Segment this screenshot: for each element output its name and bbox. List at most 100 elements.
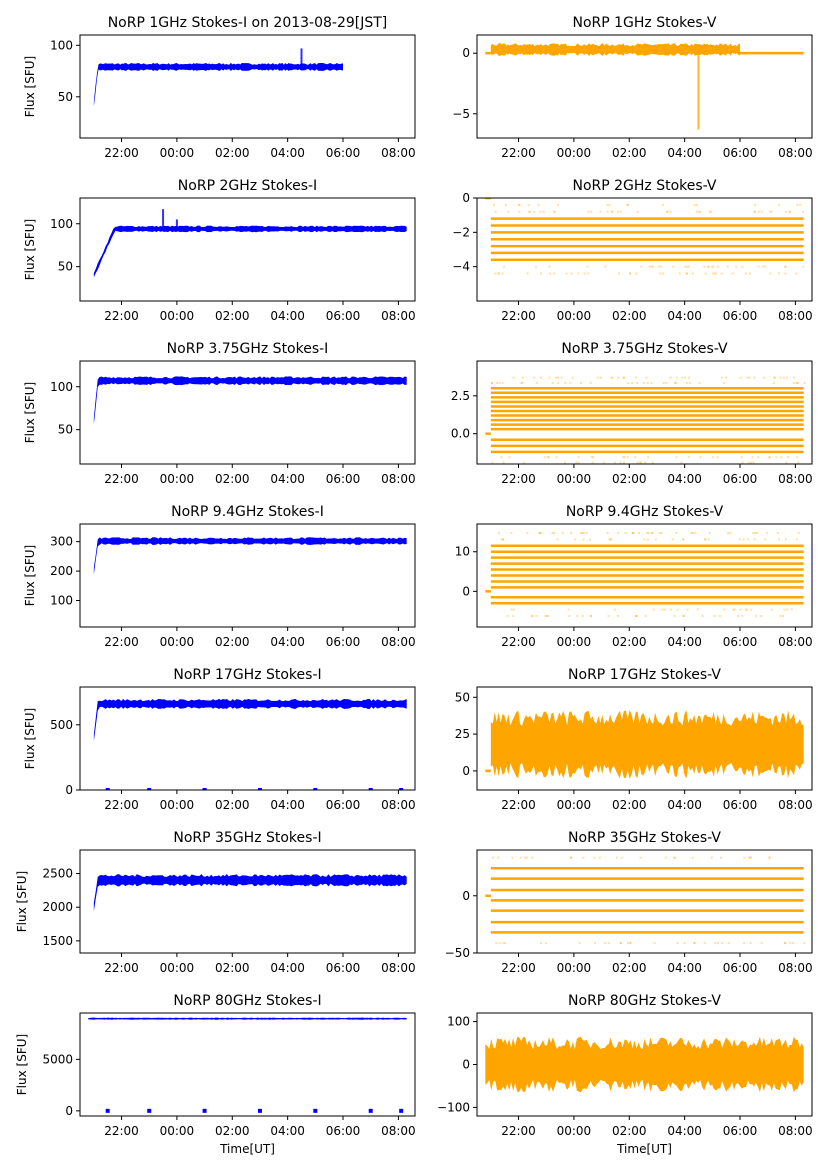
outlier-point [650, 265, 653, 268]
zero-mark [105, 1108, 110, 1113]
x-tick-label: 04:00 [667, 1124, 702, 1138]
subplot-title: NoRP 80GHz Stokes-I [173, 993, 321, 1009]
x-tick-label: 08:00 [778, 472, 813, 486]
outlier-point [729, 532, 732, 535]
y-tick-label: 0 [462, 889, 470, 903]
outlier-point [710, 265, 713, 268]
outlier-point [544, 846, 546, 848]
outlier-point [757, 210, 760, 213]
data-points [93, 48, 344, 107]
x-tick-label: 00:00 [557, 1124, 592, 1138]
outlier-point [640, 461, 643, 464]
outlier-point [696, 608, 699, 611]
y-tick-label: 1500 [42, 934, 73, 948]
y-tick-label: 0 [65, 1104, 73, 1118]
subplot-v7: NoRP 80GHz Stokes-V −100 0 100 22:00 00:00 02:… [437, 993, 813, 1156]
outlier-point [741, 461, 744, 464]
outlier-point [579, 532, 582, 535]
outlier-point [704, 538, 707, 541]
outlier-point [498, 942, 501, 945]
outlier-point [644, 614, 647, 617]
outlier-point [636, 846, 638, 848]
outlier-point [727, 942, 730, 945]
subplot-v4: NoRP 9.4GHz Stokes-V 0 10 22:00 00:00 02:00 04… [455, 504, 813, 649]
outlier-point [539, 272, 542, 275]
outlier-point [752, 532, 755, 535]
outlier-point [589, 538, 592, 541]
outlier-point [760, 210, 763, 213]
outlier-point [744, 272, 747, 275]
outlier-point [793, 376, 796, 379]
y-tick-label: 2500 [42, 867, 73, 881]
outlier-point [671, 538, 674, 541]
outlier-point [568, 614, 571, 617]
outlier-point [674, 856, 677, 859]
x-tick-label: 22:00 [501, 1124, 536, 1138]
signal-band [93, 376, 407, 425]
x-tick-label: 00:00 [557, 472, 592, 486]
outlier-point [527, 203, 530, 206]
outlier-point [651, 461, 654, 464]
outlier-point [504, 942, 507, 945]
outlier-point [769, 210, 772, 213]
outlier-point [796, 456, 799, 459]
outlier-point [555, 376, 558, 379]
outlier-point [635, 272, 638, 275]
outlier-point [501, 381, 504, 384]
outlier-point [617, 210, 620, 213]
outlier-point [703, 265, 706, 268]
signal-band [93, 874, 407, 912]
outlier-point [642, 381, 645, 384]
y-tick-label: 0 [462, 584, 470, 598]
outlier-point [551, 532, 554, 535]
outlier-point [638, 532, 641, 535]
outlier-point [502, 461, 505, 464]
outlier-point [665, 210, 668, 213]
outlier-point [675, 381, 678, 384]
outlier-point [537, 203, 540, 206]
signal-band [93, 537, 407, 575]
outlier-point [720, 376, 723, 379]
outlier-point [635, 614, 638, 617]
axes-frame [476, 34, 813, 139]
outlier-point [556, 203, 559, 206]
outlier-point [773, 376, 776, 379]
axes-frame [476, 686, 813, 791]
outlier-point [796, 381, 799, 384]
outlier-point [570, 532, 573, 535]
x-tick-label: 08:00 [381, 472, 416, 486]
outlier-point [508, 456, 511, 459]
outlier-point [629, 846, 631, 848]
subplot-title: NoRP 35GHz Stokes-I [173, 830, 321, 846]
outlier-point [577, 461, 580, 464]
outlier-point [750, 461, 753, 464]
outlier-point [802, 265, 805, 268]
x-tick-label: 04:00 [667, 309, 702, 323]
outlier-point [548, 376, 551, 379]
x-tick-label: 04:00 [270, 472, 305, 486]
outlier-point [607, 614, 610, 617]
outlier-point [497, 272, 500, 275]
outlier-point [611, 210, 614, 213]
outlier-point [782, 376, 785, 379]
outlier-point [548, 265, 551, 268]
outlier-point [732, 608, 735, 611]
outlier-point [497, 272, 500, 275]
outlier-point [739, 608, 742, 611]
outlier-point [575, 461, 578, 464]
outlier-point [780, 456, 783, 459]
outlier-point [661, 608, 664, 611]
x-tick-label: 06:00 [723, 798, 758, 812]
y-axis-label: Flux [SFU] [23, 56, 37, 117]
outlier-point [754, 532, 757, 535]
outlier-point [682, 846, 684, 848]
outlier-point [740, 456, 743, 459]
x-tick-label: 22:00 [104, 635, 139, 649]
outlier-point [611, 376, 614, 379]
outlier-point [508, 846, 510, 848]
outlier-point [547, 456, 550, 459]
signal-band [93, 225, 407, 278]
outlier-point [520, 381, 523, 384]
outlier-point [798, 203, 801, 206]
outlier-point [619, 942, 622, 945]
